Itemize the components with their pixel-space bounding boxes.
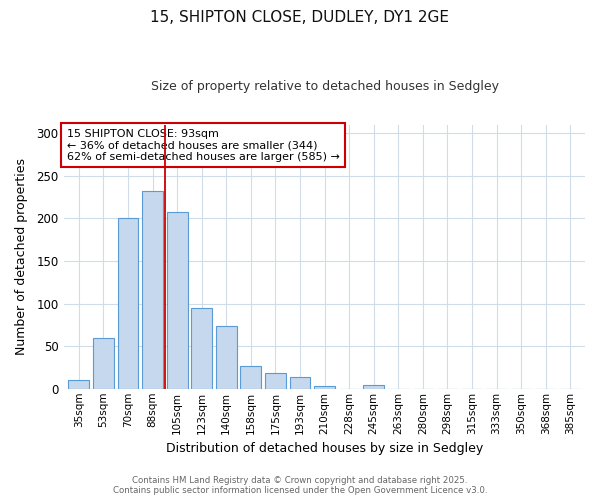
Text: Contains HM Land Registry data © Crown copyright and database right 2025.
Contai: Contains HM Land Registry data © Crown c… xyxy=(113,476,487,495)
Bar xyxy=(118,218,139,389)
X-axis label: Distribution of detached houses by size in Sedgley: Distribution of detached houses by size … xyxy=(166,442,483,455)
Text: 15 SHIPTON CLOSE: 93sqm
← 36% of detached houses are smaller (344)
62% of semi-d: 15 SHIPTON CLOSE: 93sqm ← 36% of detache… xyxy=(67,128,340,162)
Bar xyxy=(363,386,384,389)
Bar xyxy=(191,308,212,389)
Bar xyxy=(142,191,163,389)
Bar xyxy=(314,386,335,389)
Bar xyxy=(167,212,188,389)
Bar xyxy=(290,377,310,389)
Bar xyxy=(68,380,89,389)
Bar xyxy=(241,366,262,389)
Bar xyxy=(265,372,286,389)
Bar xyxy=(93,338,114,389)
Title: Size of property relative to detached houses in Sedgley: Size of property relative to detached ho… xyxy=(151,80,499,93)
Bar xyxy=(216,326,237,389)
Text: 15, SHIPTON CLOSE, DUDLEY, DY1 2GE: 15, SHIPTON CLOSE, DUDLEY, DY1 2GE xyxy=(151,10,449,25)
Y-axis label: Number of detached properties: Number of detached properties xyxy=(15,158,28,355)
